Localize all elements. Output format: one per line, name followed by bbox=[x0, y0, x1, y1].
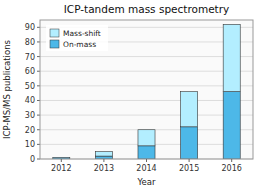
plot-area bbox=[40, 20, 253, 159]
x-tick-label: 2015 bbox=[179, 164, 199, 173]
y-tick-label: 50 bbox=[25, 82, 35, 91]
y-tick-label: 10 bbox=[25, 140, 35, 149]
y-tick-label: 0 bbox=[30, 155, 35, 164]
bar bbox=[53, 157, 70, 158]
bar bbox=[181, 127, 198, 159]
y-tick-label: 60 bbox=[25, 67, 35, 76]
y-tick-label: 40 bbox=[25, 96, 35, 105]
grid-line bbox=[40, 85, 253, 86]
y-tick-label: 70 bbox=[25, 53, 35, 62]
x-tick bbox=[231, 159, 232, 162]
grid-line bbox=[40, 71, 253, 72]
grid-line bbox=[40, 115, 253, 116]
bar bbox=[223, 24, 240, 91]
bar bbox=[138, 130, 155, 146]
legend-label: Mass-shift bbox=[63, 29, 101, 38]
x-tick bbox=[61, 159, 62, 162]
y-tick-label: 80 bbox=[25, 38, 35, 47]
x-tick-label: 2016 bbox=[222, 164, 242, 173]
x-tick-label: 2013 bbox=[94, 164, 114, 173]
grid-line bbox=[40, 100, 253, 101]
x-tick bbox=[103, 159, 104, 162]
title: ICP-tandem mass spectrometry bbox=[64, 3, 230, 15]
grid-line bbox=[40, 56, 253, 57]
legend-box bbox=[46, 25, 108, 51]
bar bbox=[223, 92, 240, 159]
x-tick-label: 2014 bbox=[136, 164, 156, 173]
bars bbox=[53, 24, 240, 159]
legend-label: On-mass bbox=[63, 40, 96, 49]
bar bbox=[138, 146, 155, 159]
legend-swatch bbox=[50, 40, 59, 48]
legend: Mass-shift On-mass bbox=[46, 25, 108, 51]
x-tick bbox=[146, 159, 147, 162]
y-tick-label: 90 bbox=[25, 23, 35, 32]
bar bbox=[181, 92, 198, 127]
x-tick-label: 2012 bbox=[51, 164, 71, 173]
bar bbox=[95, 152, 112, 156]
legend-swatch bbox=[50, 29, 59, 37]
x-axis-label: Year bbox=[137, 177, 157, 187]
y-tick-label: 30 bbox=[25, 111, 35, 120]
y-axis-label: ICP-MS/MS publications bbox=[2, 39, 12, 139]
chart: 0 10 20 30 40 50 60 70 80 90 2012 2013 2014 2015 2016 I… bbox=[0, 0, 261, 189]
x-tick bbox=[189, 159, 190, 162]
y-tick-label: 20 bbox=[25, 126, 35, 135]
plot-frame bbox=[40, 20, 253, 159]
